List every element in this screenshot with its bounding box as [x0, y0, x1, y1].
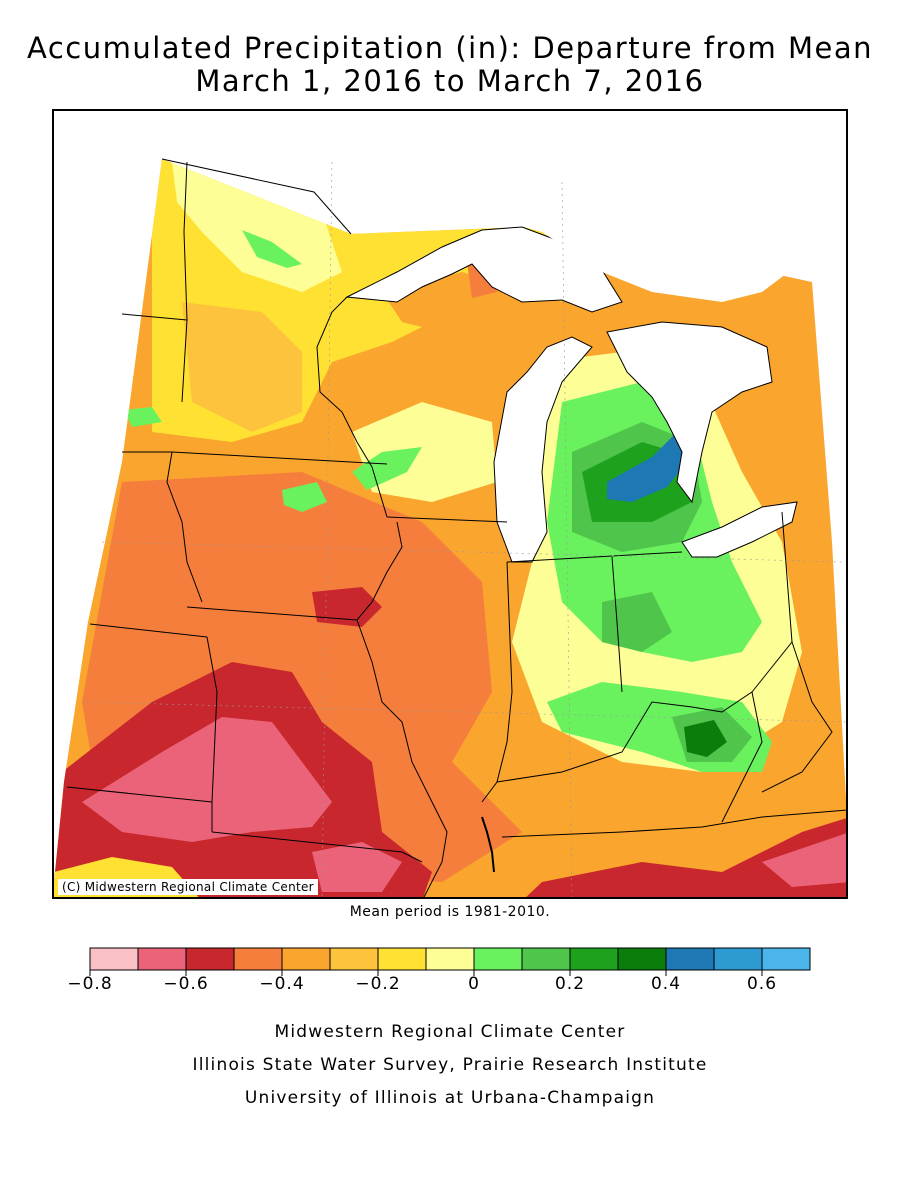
- mean-period-note: Mean period is 1981-2010.: [349, 904, 551, 920]
- border-wi-il: [386, 516, 508, 523]
- border-mn-ia: [171, 451, 388, 465]
- border-ks-ok: [66, 786, 213, 803]
- legend-swatch: [425, 947, 475, 971]
- field-sw-pink: [82, 717, 332, 842]
- border-nd-sd: [121, 313, 188, 321]
- legend-swatch: [569, 947, 619, 971]
- border-mi-in: [506, 551, 683, 563]
- map-title: Accumulated Precipitation (in): Departur…: [26, 31, 874, 65]
- legend-tick-label: 0: [468, 974, 480, 994]
- border-in-oh: [611, 556, 623, 693]
- border-il-mo: [356, 619, 448, 897]
- field-mn-orange: [182, 302, 302, 432]
- credit-isws: Illinois State Water Survey, Prairie Res…: [192, 1055, 708, 1075]
- lake-superior: [345, 226, 623, 313]
- credit-mrcc: Midwestern Regional Climate Center: [274, 1022, 626, 1042]
- field-se-pink: [762, 832, 846, 887]
- color-legend: [89, 947, 811, 976]
- legend-tick-label: −0.8: [67, 974, 113, 994]
- legend-swatch: [377, 947, 427, 971]
- legend-swatch: [233, 947, 283, 971]
- legend-swatches: [89, 947, 811, 976]
- border-il-in: [481, 561, 513, 803]
- border-ia-mo: [186, 521, 403, 621]
- border-sd-ne: [122, 451, 203, 603]
- legend-tick-label: 0.6: [746, 974, 778, 994]
- canada-region: [162, 111, 846, 302]
- legend-swatch: [473, 947, 523, 971]
- great-lakes: [162, 111, 846, 563]
- legend-swatch: [89, 947, 139, 971]
- border-ky-tn: [501, 809, 846, 838]
- legend-tick-label: −0.6: [163, 974, 209, 994]
- border-ne-ks: [89, 623, 208, 638]
- state-boundaries: [66, 161, 846, 897]
- map-frame: (C) Midwestern Regional Climate Center: [52, 109, 848, 899]
- legend-tick-label: −0.4: [259, 974, 305, 994]
- legend-swatch: [281, 947, 331, 971]
- lake-erie: [681, 501, 798, 558]
- river: [481, 816, 495, 873]
- field-north-pale: [172, 162, 342, 292]
- field-wi-green: [352, 447, 422, 490]
- field-nd-green: [242, 230, 302, 268]
- canada-border: [161, 158, 352, 235]
- field-mi-blue: [607, 432, 687, 502]
- lake-huron: [606, 321, 773, 504]
- legend-swatch: [521, 947, 571, 971]
- legend-tick-label: −0.2: [355, 974, 401, 994]
- field-up-orange: [382, 272, 592, 362]
- legend-swatch: [665, 947, 715, 971]
- border-in-ky: [496, 691, 763, 823]
- legend-swatch: [137, 947, 187, 971]
- field-ky-dark-green: [684, 720, 727, 757]
- map-copyright: (C) Midwestern Regional Climate Center: [58, 879, 318, 895]
- field-south-pink: [312, 842, 402, 892]
- legend-tick-label: 0.2: [554, 974, 586, 994]
- border-nd-mn: [181, 161, 188, 403]
- precipitation-map: [54, 111, 846, 897]
- border-wv: [751, 640, 833, 793]
- graticule: [81, 161, 846, 897]
- lake-michigan: [493, 336, 593, 563]
- border-mo-ar: [211, 831, 423, 863]
- legend-swatch: [617, 947, 667, 971]
- field-iowa-red: [312, 587, 382, 627]
- field-se-red: [522, 817, 846, 897]
- legend-swatch: [329, 947, 379, 971]
- legend-swatch: [185, 947, 235, 971]
- legend-tick-label: 0.4: [650, 974, 682, 994]
- map-date-range: March 1, 2016 to March 7, 2016: [195, 64, 705, 98]
- field-sd-green: [124, 407, 162, 427]
- field-oh-mid-green: [602, 592, 672, 652]
- credit-uiuc: University of Illinois at Urbana-Champai…: [244, 1088, 656, 1108]
- legend-swatch: [713, 947, 763, 971]
- field-mn-green: [282, 482, 327, 512]
- legend-swatch: [761, 947, 811, 971]
- border-mo-ks: [206, 636, 218, 832]
- border-oh-pa: [781, 511, 793, 643]
